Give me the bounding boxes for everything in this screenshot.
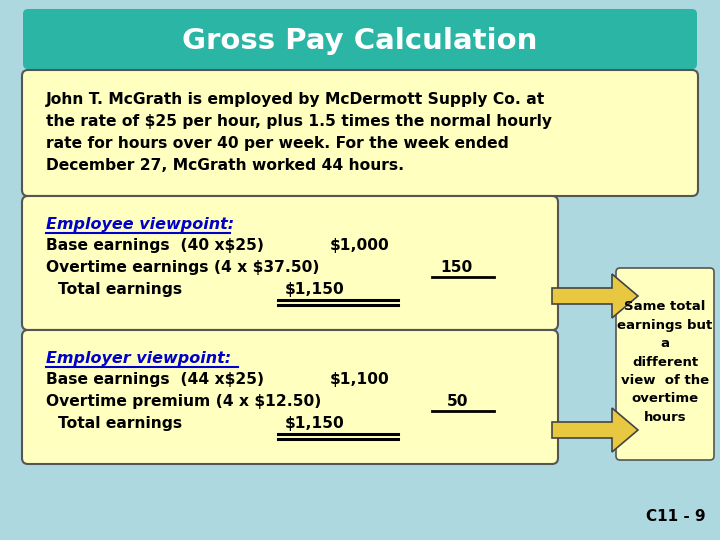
Text: Total earnings: Total earnings bbox=[58, 416, 182, 431]
Polygon shape bbox=[552, 408, 638, 452]
Text: Base earnings  (44 x$25): Base earnings (44 x$25) bbox=[46, 372, 264, 387]
Text: $1,150: $1,150 bbox=[285, 416, 345, 431]
Text: December 27, McGrath worked 44 hours.: December 27, McGrath worked 44 hours. bbox=[46, 158, 404, 173]
Text: rate for hours over 40 per week. For the week ended: rate for hours over 40 per week. For the… bbox=[46, 136, 509, 151]
Text: Same total
earnings but
a
different
view  of the
overtime
hours: Same total earnings but a different view… bbox=[617, 300, 713, 424]
Text: $1,000: $1,000 bbox=[330, 238, 390, 253]
Text: Gross Pay Calculation: Gross Pay Calculation bbox=[182, 27, 538, 55]
Text: Employer viewpoint:: Employer viewpoint: bbox=[46, 351, 231, 366]
Text: the rate of $25 per hour, plus 1.5 times the normal hourly: the rate of $25 per hour, plus 1.5 times… bbox=[46, 114, 552, 129]
FancyBboxPatch shape bbox=[616, 268, 714, 460]
Text: 50: 50 bbox=[447, 394, 469, 409]
FancyBboxPatch shape bbox=[22, 330, 558, 464]
Text: Employee viewpoint:: Employee viewpoint: bbox=[46, 217, 234, 232]
FancyBboxPatch shape bbox=[22, 196, 558, 330]
Text: Base earnings  (40 x$25): Base earnings (40 x$25) bbox=[46, 238, 264, 253]
Text: $1,150: $1,150 bbox=[285, 282, 345, 297]
Text: $1,100: $1,100 bbox=[330, 372, 390, 387]
Text: Total earnings: Total earnings bbox=[58, 282, 182, 297]
Text: Overtime earnings (4 x $37.50): Overtime earnings (4 x $37.50) bbox=[46, 260, 320, 275]
Text: John T. McGrath is employed by McDermott Supply Co. at: John T. McGrath is employed by McDermott… bbox=[46, 92, 545, 107]
FancyBboxPatch shape bbox=[22, 70, 698, 196]
Text: 150: 150 bbox=[440, 260, 472, 275]
FancyBboxPatch shape bbox=[23, 9, 697, 69]
Text: Overtime premium (4 x $12.50): Overtime premium (4 x $12.50) bbox=[46, 394, 321, 409]
Text: C11 - 9: C11 - 9 bbox=[647, 509, 706, 524]
Polygon shape bbox=[552, 274, 638, 318]
